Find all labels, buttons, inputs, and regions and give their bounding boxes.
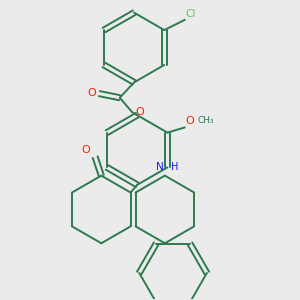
- Text: Cl: Cl: [186, 9, 196, 19]
- Text: N: N: [156, 161, 164, 172]
- Text: CH₃: CH₃: [197, 116, 214, 125]
- Text: O: O: [135, 107, 144, 117]
- Text: O: O: [81, 145, 90, 155]
- Text: H: H: [171, 161, 178, 172]
- Text: O: O: [87, 88, 96, 98]
- Text: O: O: [186, 116, 195, 126]
